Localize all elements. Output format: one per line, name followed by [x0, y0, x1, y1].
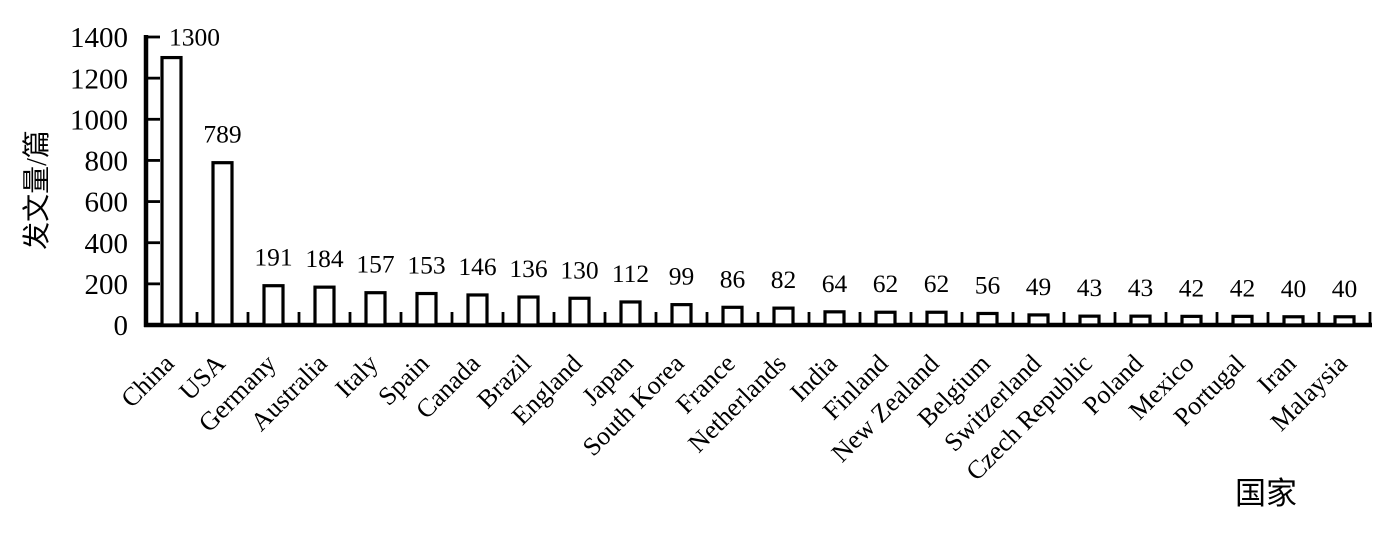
- bar-value-label-new-zealand: 62: [924, 269, 950, 298]
- y-tick-label: 1000: [70, 104, 128, 136]
- bar-india: [823, 310, 846, 327]
- bar-brazil: [517, 295, 540, 327]
- bar-value-label-canada: 146: [458, 252, 496, 281]
- bar-value-label-england: 130: [560, 255, 598, 284]
- bar-value-label-india: 64: [822, 269, 848, 298]
- bar-value-label-switzerland: 49: [1026, 272, 1052, 301]
- bar-value-label-france: 86: [720, 264, 746, 293]
- bar-portugal: [1231, 314, 1254, 327]
- bar-italy: [364, 291, 387, 327]
- bar-value-label-australia: 184: [305, 244, 344, 273]
- y-tick-label: 400: [85, 228, 129, 260]
- bar-china: [160, 55, 183, 327]
- bar-value-label-iran: 40: [1281, 274, 1307, 303]
- bar-japan: [619, 300, 642, 327]
- bar-value-label-germany: 191: [254, 243, 292, 272]
- bar-value-label-spain: 153: [407, 251, 445, 280]
- bar-new-zealand: [925, 310, 948, 327]
- bar-value-label-japan: 112: [612, 259, 649, 288]
- y-tick-label: 0: [114, 310, 129, 342]
- bar-value-label-usa: 789: [203, 120, 241, 149]
- bar-canada: [466, 293, 489, 327]
- bar-switzerland: [1027, 313, 1050, 327]
- x-axis-title: 国家: [1235, 476, 1297, 511]
- bar-value-label-south-korea: 99: [669, 262, 695, 291]
- y-tick-label: 200: [85, 269, 129, 301]
- bar-poland: [1129, 314, 1152, 327]
- y-tick-label: 800: [85, 146, 129, 178]
- bar-spain: [415, 291, 438, 327]
- bar-value-label-portugal: 42: [1230, 273, 1256, 302]
- bar-finland: [874, 310, 897, 327]
- y-tick-label: 1200: [70, 63, 128, 95]
- bar-south-korea: [670, 303, 693, 327]
- bar-value-label-poland: 43: [1128, 273, 1154, 302]
- bar-czech-republic: [1078, 314, 1101, 327]
- bar-australia: [313, 285, 336, 327]
- y-tick-label: 600: [85, 187, 129, 219]
- bar-france: [721, 305, 744, 327]
- bar-belgium: [976, 311, 999, 327]
- bar-value-label-netherlands: 82: [771, 265, 797, 294]
- y-tick-label: 1400: [70, 22, 128, 54]
- bar-value-label-belgium: 56: [975, 270, 1001, 299]
- x-category-label-china: China: [115, 348, 180, 413]
- bar-iran: [1282, 315, 1305, 327]
- bar-value-label-czech-republic: 43: [1077, 273, 1103, 302]
- bar-germany: [262, 284, 285, 327]
- bar-value-label-mexico: 42: [1179, 273, 1205, 302]
- bar-value-label-china: 1300: [169, 23, 220, 52]
- y-axis-title: 发文量/篇: [21, 130, 53, 250]
- bar-england: [568, 296, 591, 327]
- bar-value-label-italy: 157: [356, 250, 395, 279]
- bar-value-label-malaysia: 40: [1332, 274, 1358, 303]
- bar-malaysia: [1333, 315, 1356, 327]
- bar-value-label-finland: 62: [873, 269, 899, 298]
- bar-netherlands: [772, 306, 795, 327]
- bar-usa: [211, 161, 234, 327]
- bar-value-label-brazil: 136: [509, 254, 547, 283]
- bar-mexico: [1180, 314, 1203, 327]
